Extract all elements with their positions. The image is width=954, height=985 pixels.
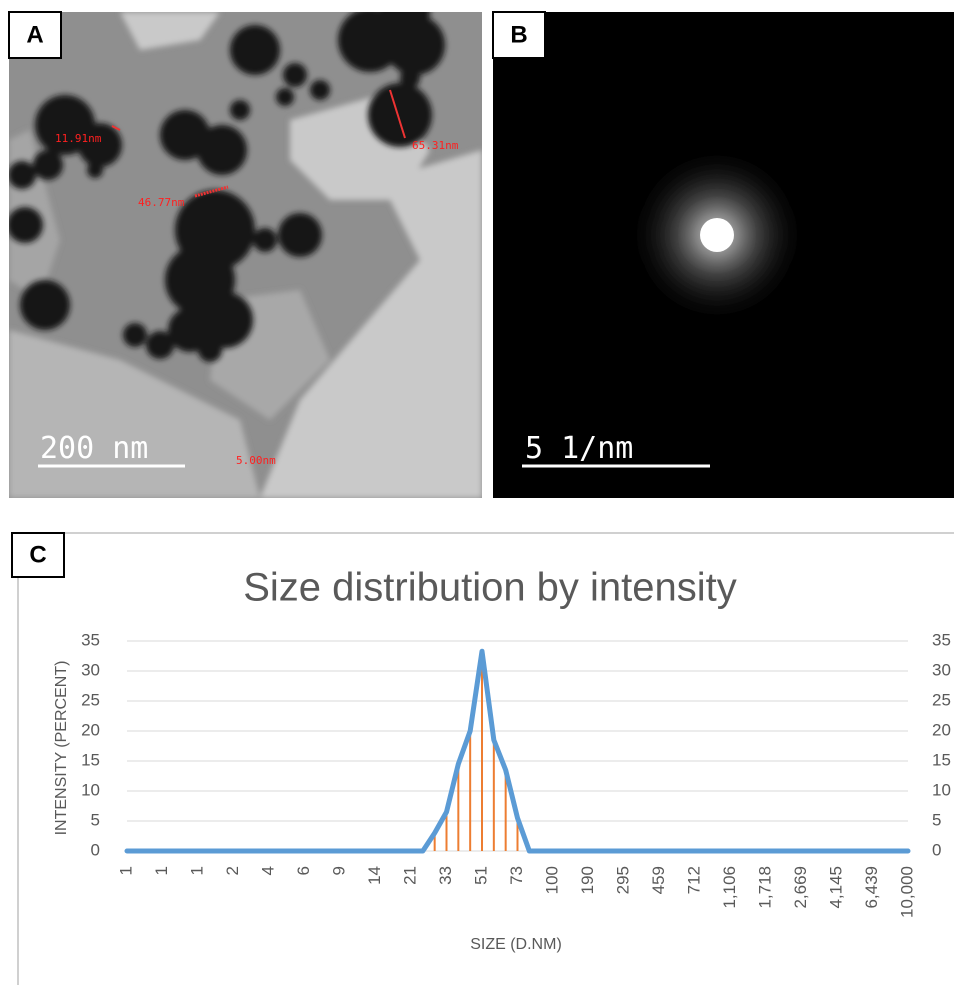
x-tick-label: 6,439 <box>862 866 881 909</box>
x-axis-title: SIZE (D.NM) <box>470 936 562 953</box>
annotation: 46.77nm <box>138 196 185 209</box>
y-tick-label: 0 <box>91 840 100 859</box>
x-tick-label: 2,669 <box>791 866 810 909</box>
x-tick-label: 1 <box>152 866 171 875</box>
y-tick-label: 25 <box>81 690 100 709</box>
panel-label: B <box>510 21 527 48</box>
annotation: 11.91nm <box>55 132 102 145</box>
y-tick-label: 15 <box>81 750 100 769</box>
y-tick-label: 30 <box>81 660 100 679</box>
y2-tick-label: 5 <box>932 810 941 829</box>
y2-tick-label: 30 <box>932 660 951 679</box>
x-tick-label: 4 <box>258 866 277 875</box>
x-tick-label: 295 <box>613 866 632 894</box>
scale-bar-label: 5 1/nm <box>525 431 633 466</box>
x-tick-label: 100 <box>542 866 561 894</box>
x-tick-label: 1 <box>116 866 135 875</box>
x-tick-label: 6 <box>294 866 313 875</box>
y2-tick-label: 35 <box>932 630 951 649</box>
scale-bar-label: 200 nm <box>40 431 148 466</box>
diffraction-center <box>700 218 734 252</box>
x-tick-label: 1,718 <box>755 866 774 909</box>
x-tick-label: 4,145 <box>826 866 845 909</box>
figure: A 11.91nm 65.31nm 46.77nm 5.00nm 200 nm … <box>0 0 954 985</box>
annotation: 5.00nm <box>236 454 276 467</box>
y2-tick-label: 20 <box>932 720 951 739</box>
x-tick-label: 459 <box>649 866 668 894</box>
x-tick-label: 712 <box>684 866 703 894</box>
x-tick-label: 14 <box>365 866 384 885</box>
tem-image <box>7 0 482 498</box>
x-tick-label: 21 <box>400 866 419 885</box>
x-tick-label: 33 <box>436 866 455 885</box>
x-tick-label: 10,000 <box>897 866 916 918</box>
x-tick-label: 190 <box>578 866 597 894</box>
x-tick-label: 1 <box>187 866 206 875</box>
y2-tick-label: 15 <box>932 750 951 769</box>
y2-tick-label: 0 <box>932 840 941 859</box>
x-tick-label: 2 <box>223 866 242 875</box>
y-tick-label: 20 <box>81 720 100 739</box>
panel-label: C <box>29 541 46 568</box>
y-axis-title: INTENSITY (PERCENT) <box>53 661 70 836</box>
plot-area: 0 5 10 15 20 25 30 35 0 5 10 15 20 25 30 35 1 1 1 2 4 6 9 14 21 3… <box>81 630 951 918</box>
x-tick-label: 51 <box>471 866 490 885</box>
y2-tick-label: 25 <box>932 690 951 709</box>
y-tick-label: 5 <box>91 810 100 829</box>
annotation: 65.31nm <box>412 139 459 152</box>
x-tick-label: 73 <box>507 866 526 885</box>
x-tick-label: 9 <box>329 866 348 875</box>
chart-title: Size distribution by intensity <box>243 566 737 610</box>
y-tick-label: 35 <box>81 630 100 649</box>
x-tick-label: 1,106 <box>720 866 739 909</box>
y2-tick-label: 10 <box>932 780 951 799</box>
y-tick-label: 10 <box>81 780 100 799</box>
panel-label: A <box>26 21 43 48</box>
